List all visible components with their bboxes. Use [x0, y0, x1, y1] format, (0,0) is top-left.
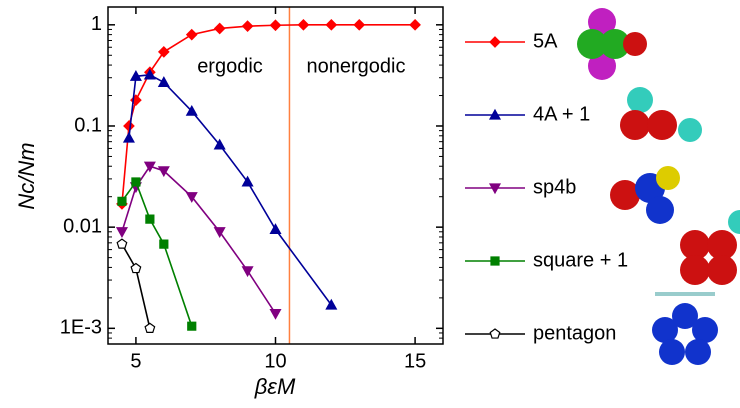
marker [157, 76, 170, 87]
marker [130, 262, 142, 274]
annotation: nonergodic [307, 55, 406, 77]
marker [185, 28, 198, 41]
marker [143, 161, 156, 173]
y-tick-label: 0.1 [74, 114, 102, 136]
legend-images [577, 8, 740, 365]
marker [241, 266, 254, 278]
marker [143, 68, 156, 80]
marker [409, 18, 421, 31]
x-tick-label: 10 [264, 350, 286, 372]
marker [489, 328, 501, 339]
marker [325, 18, 338, 31]
x-axis-label: βεM [254, 374, 296, 399]
marker [325, 298, 338, 310]
marker [269, 308, 282, 320]
marker [129, 70, 142, 81]
series-line [128, 74, 332, 306]
y-tick-label: 1E-3 [60, 317, 102, 339]
marker [144, 322, 156, 333]
marker [269, 223, 282, 235]
legend-label: 5A [533, 30, 558, 52]
marker [185, 192, 198, 203]
marker [123, 120, 135, 132]
plot-area [115, 18, 421, 333]
x-tick-label: 5 [130, 350, 141, 372]
x-tick-label: 15 [404, 350, 426, 372]
marker [297, 18, 310, 31]
marker [159, 239, 169, 249]
legend-label: sp4b [533, 176, 576, 198]
marker [131, 177, 141, 187]
marker [488, 183, 502, 195]
y-tick-label: 0.01 [63, 215, 102, 237]
marker [489, 36, 501, 48]
marker [213, 138, 226, 150]
legend-label: pentagon [533, 322, 616, 344]
marker [353, 18, 366, 31]
marker [185, 104, 198, 116]
legend-label: 4A + 1 [533, 103, 590, 125]
y-axis-label: Nc/Nm [14, 142, 39, 209]
marker [269, 19, 282, 32]
marker [213, 22, 226, 35]
marker [241, 20, 254, 33]
annotation: ergodic [197, 55, 263, 77]
marker [187, 321, 197, 331]
series-line [121, 180, 193, 327]
marker [488, 108, 502, 120]
marker [157, 166, 170, 178]
marker [117, 196, 127, 206]
marker [116, 238, 128, 249]
marker [122, 131, 135, 143]
marker [157, 46, 170, 58]
marker [241, 175, 254, 187]
marker [213, 227, 226, 239]
legend-label: square + 1 [533, 249, 628, 271]
series-line [121, 165, 277, 314]
y-tick-label: 1 [91, 13, 102, 35]
marker [490, 256, 500, 266]
marker [115, 227, 128, 239]
plot-frame [107, 6, 444, 345]
marker [145, 214, 155, 224]
series-line [121, 243, 151, 329]
